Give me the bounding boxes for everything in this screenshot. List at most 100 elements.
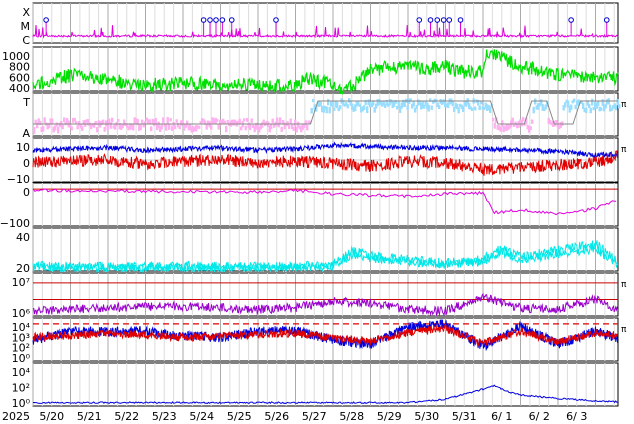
ta-band-mark [426,102,429,110]
y-tick-label-ta: T [22,96,30,109]
ta-band-mark [463,100,466,107]
ta-band-mark [87,119,90,126]
ta-band-mark [114,124,117,130]
y-tick-label-flux: 10⁷ [12,276,30,289]
ta-band-mark [162,117,165,124]
ta-band-mark [259,124,262,130]
ta-band-mark [387,103,390,107]
ta-band-mark [225,125,228,133]
ta-state-line [33,100,618,125]
ta-band-mark [318,100,321,107]
ta-band-mark [496,124,499,130]
ta-band-mark [456,103,459,110]
ta-band-mark [354,104,357,112]
ta-band-mark [484,102,487,109]
ta-band-mark [247,122,250,129]
ta-band-mark [618,104,621,109]
ta-band-mark [442,99,445,104]
ta-band-mark [562,104,565,111]
ta-band-mark [469,106,472,110]
ta-band-mark [415,104,418,109]
ta-band-mark [525,117,528,125]
ta-band-mark [360,106,363,113]
ta-band-mark [460,104,463,110]
ta-band-mark [142,123,145,128]
ta-band-mark [594,102,597,109]
ta-band-mark [315,107,318,112]
ta-band-mark [222,118,225,124]
y-tick-label-class: C [22,34,30,47]
ta-band-mark [82,120,85,125]
ta-band-mark [118,122,121,130]
ta-band-mark [96,126,99,133]
ta-band-mark [33,126,36,134]
ta-band-mark [418,100,421,105]
ta-band-mark [256,125,259,130]
ta-band-mark [196,125,199,129]
ta-band-mark [237,120,240,125]
ta-band-mark [465,101,468,107]
ta-band-mark [280,126,283,132]
x-tick-label: 5/28 [339,410,364,423]
ta-band-mark [160,123,163,130]
ta-band-mark [612,105,615,109]
ta-band-mark [34,119,37,124]
ta-band-mark [93,122,96,128]
ta-band-mark [252,124,255,129]
ta-band-mark [564,102,567,108]
ta-band-mark [409,98,412,102]
ta-band-mark [615,105,618,111]
ta-band-mark [565,99,568,103]
ta-band-mark [345,102,348,106]
ta-band-mark [90,124,93,130]
ta-band-mark [457,107,460,114]
ta-band-mark [283,122,286,130]
flare-marker [219,17,226,23]
ta-band-mark [346,104,349,109]
ta-band-mark [547,117,550,124]
ta-band-mark [298,125,301,130]
ta-band-mark [132,123,135,131]
ta-band-mark [180,120,183,126]
ta-band-mark [105,120,108,127]
ta-band-mark [555,120,558,124]
ta-band-mark [201,118,204,124]
ta-band-mark [150,126,153,132]
ta-band-mark [478,105,481,111]
ta-band-mark [138,124,141,131]
ta-band-mark [537,103,540,110]
ta-band-mark [190,126,193,133]
ta-band-mark [54,125,57,131]
ta-band-mark [216,118,219,122]
ta-band-mark [214,117,217,125]
ta-band-mark [385,99,388,106]
flare-marker [440,17,447,23]
ta-band-mark [585,107,588,113]
x-tick-label: 5/23 [152,410,177,423]
ta-band-mark [376,99,379,106]
ta-band-mark [183,124,186,131]
ta-band-mark [451,100,454,107]
ta-band-mark [363,105,366,111]
ta-band-mark [603,104,606,112]
ta-band-mark [508,124,511,129]
ta-band-mark [240,126,243,131]
year-label: 2025 [2,410,30,423]
ta-band-mark [250,118,253,124]
ta-band-mark [421,101,424,109]
ta-band-mark [294,119,297,127]
ta-band-mark [468,103,471,109]
ta-band-mark [592,106,595,111]
y-tick-label-electron: 10² [12,342,30,355]
ta-band-mark [135,118,138,123]
y-tick-label-speed: 800 [9,61,30,74]
y-tick-label-electron: 10⁴ [12,321,31,334]
ta-band-mark [519,119,522,125]
ta-band-mark [297,121,300,128]
ta-band-mark [72,117,75,123]
ta-band-mark [412,101,415,107]
ta-band-mark [192,125,195,133]
ta-band-mark [559,122,562,128]
flux-series [32,292,619,317]
ta-band-mark [588,104,591,108]
